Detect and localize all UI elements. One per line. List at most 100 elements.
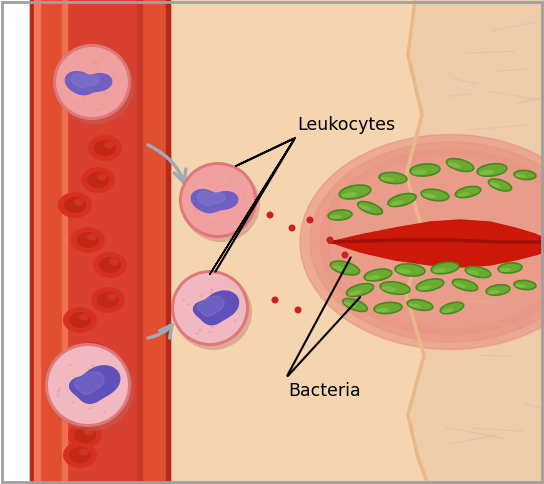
Ellipse shape <box>328 210 352 220</box>
Ellipse shape <box>380 282 410 294</box>
Ellipse shape <box>375 308 390 312</box>
Ellipse shape <box>271 297 279 303</box>
Polygon shape <box>74 372 104 394</box>
Ellipse shape <box>197 205 200 208</box>
Ellipse shape <box>53 44 131 120</box>
Bar <box>34 0 40 484</box>
Ellipse shape <box>93 61 97 64</box>
Ellipse shape <box>390 200 404 206</box>
Ellipse shape <box>217 186 220 188</box>
Ellipse shape <box>171 270 249 346</box>
Ellipse shape <box>211 222 214 224</box>
Ellipse shape <box>199 329 202 332</box>
Ellipse shape <box>329 215 341 219</box>
Ellipse shape <box>407 300 433 310</box>
Ellipse shape <box>487 290 499 294</box>
Ellipse shape <box>486 285 510 295</box>
Ellipse shape <box>97 173 107 181</box>
Ellipse shape <box>219 309 223 312</box>
Ellipse shape <box>68 422 102 448</box>
Ellipse shape <box>343 299 367 312</box>
Bar <box>30 0 62 484</box>
Ellipse shape <box>357 201 382 214</box>
Ellipse shape <box>408 303 421 308</box>
Ellipse shape <box>201 199 205 202</box>
Ellipse shape <box>102 79 106 82</box>
Ellipse shape <box>489 179 511 191</box>
Ellipse shape <box>48 347 134 431</box>
Ellipse shape <box>58 192 92 218</box>
Ellipse shape <box>96 62 99 64</box>
Ellipse shape <box>306 216 313 224</box>
Ellipse shape <box>381 287 396 291</box>
Ellipse shape <box>69 312 91 328</box>
Ellipse shape <box>74 198 84 206</box>
Text: Bacteria: Bacteria <box>288 382 361 400</box>
Ellipse shape <box>73 102 76 104</box>
Ellipse shape <box>388 194 416 207</box>
Ellipse shape <box>310 142 544 342</box>
Ellipse shape <box>229 313 233 315</box>
Ellipse shape <box>93 107 97 110</box>
Ellipse shape <box>64 197 86 213</box>
Ellipse shape <box>85 91 88 94</box>
Ellipse shape <box>477 164 507 176</box>
Ellipse shape <box>326 237 333 243</box>
Ellipse shape <box>348 290 362 296</box>
Ellipse shape <box>81 167 115 193</box>
Ellipse shape <box>48 346 128 424</box>
Polygon shape <box>191 190 238 212</box>
Ellipse shape <box>74 427 96 443</box>
Ellipse shape <box>99 57 103 60</box>
Ellipse shape <box>515 284 526 288</box>
Ellipse shape <box>416 279 444 291</box>
Ellipse shape <box>466 270 479 275</box>
Ellipse shape <box>243 194 246 196</box>
Ellipse shape <box>77 232 99 248</box>
Ellipse shape <box>342 252 349 258</box>
Ellipse shape <box>93 252 127 278</box>
Ellipse shape <box>89 407 92 409</box>
Polygon shape <box>197 192 225 205</box>
Ellipse shape <box>204 180 208 182</box>
Ellipse shape <box>226 201 230 204</box>
Ellipse shape <box>320 150 544 334</box>
Ellipse shape <box>195 332 199 334</box>
Ellipse shape <box>91 348 101 356</box>
Bar <box>30 0 34 484</box>
Polygon shape <box>71 74 99 88</box>
Ellipse shape <box>194 209 197 212</box>
Ellipse shape <box>88 135 122 161</box>
Ellipse shape <box>87 233 97 241</box>
Ellipse shape <box>78 387 112 413</box>
Ellipse shape <box>71 77 75 80</box>
Polygon shape <box>330 220 544 267</box>
Ellipse shape <box>217 313 220 315</box>
Ellipse shape <box>227 290 231 293</box>
Ellipse shape <box>81 347 103 363</box>
Ellipse shape <box>69 363 72 366</box>
Ellipse shape <box>447 162 461 168</box>
Ellipse shape <box>228 298 231 301</box>
Ellipse shape <box>366 275 380 280</box>
Ellipse shape <box>109 258 119 266</box>
Ellipse shape <box>331 265 346 271</box>
Bar <box>166 0 170 484</box>
Ellipse shape <box>73 377 77 379</box>
Ellipse shape <box>94 74 97 76</box>
Bar <box>142 0 170 484</box>
Ellipse shape <box>57 390 60 393</box>
Ellipse shape <box>87 172 109 188</box>
Ellipse shape <box>194 209 197 211</box>
Ellipse shape <box>86 398 89 400</box>
Ellipse shape <box>358 205 371 211</box>
Ellipse shape <box>211 326 215 328</box>
Ellipse shape <box>330 157 544 327</box>
Ellipse shape <box>112 76 116 78</box>
Ellipse shape <box>300 135 544 349</box>
Ellipse shape <box>174 274 252 350</box>
Ellipse shape <box>211 288 214 291</box>
Ellipse shape <box>340 165 544 319</box>
Ellipse shape <box>75 342 109 368</box>
Ellipse shape <box>267 212 274 218</box>
